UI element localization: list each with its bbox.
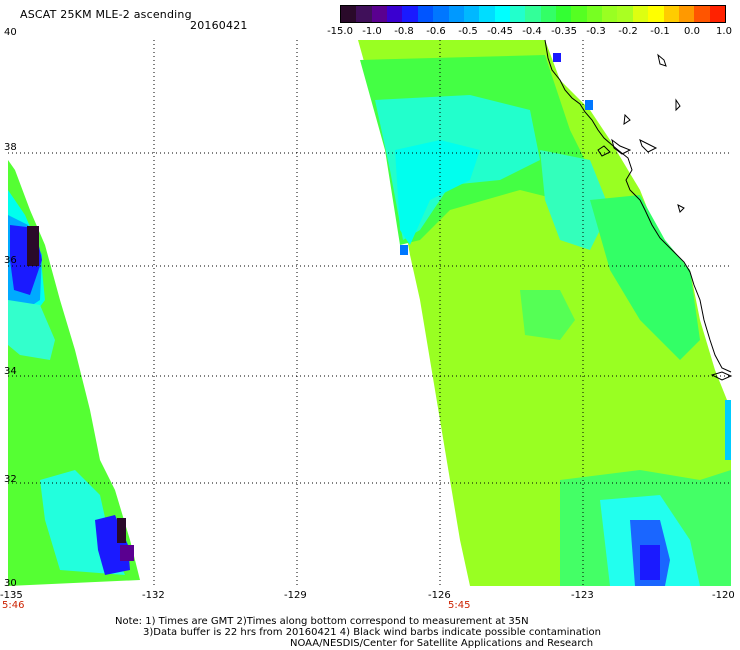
colorbar-label: -0.4 [522,26,542,37]
colorbar-swatch [556,6,572,22]
colorbar-label: -0.2 [618,26,638,37]
colorbar-swatch [417,6,434,22]
lat-label-34: 34 [4,366,17,377]
colorbar-labels: -15.0 -1.0 -0.8 -0.6 -0.5 -0.45 -0.4 -0.35 -0.3 -… [327,26,732,38]
lat-label-30: 30 [4,578,17,589]
colorbar-swatch [617,6,633,22]
note-line-2: 3)Data buffer is 22 hrs from 20160421 4)… [143,627,601,638]
lon-label-123: -123 [571,590,594,601]
colorbar-label: 1.0 [716,26,732,37]
colorbar-swatch [387,6,403,22]
colorbar-label: -0.1 [650,26,670,37]
lat-label-36: 36 [4,255,17,266]
lat-label-38: 38 [4,142,17,153]
coastal-islands [597,53,733,381]
lat-label-32: 32 [4,474,17,485]
lon-label-135: -135 [0,590,23,601]
colorbar-swatch [479,6,495,22]
colorbar [340,5,726,23]
lon-label-126: -126 [428,590,451,601]
colorbar-swatch [494,6,510,22]
product-title: ASCAT 25KM MLE-2 ascending [20,8,192,21]
colorbar-label: -0.35 [551,26,577,37]
colorbar-swatch [463,6,480,22]
colorbar-swatch [341,6,357,22]
colorbar-swatch [433,6,449,22]
right-swath [358,40,731,586]
coastline [544,39,732,373]
colorbar-swatch [525,6,541,22]
colorbar-swatch [356,6,372,22]
lon-label-132: -132 [142,590,165,601]
colorbar-swatch [586,6,603,22]
colorbar-swatch [632,6,649,22]
colorbar-swatch [402,6,418,22]
pass-time-right: 5:45 [448,600,471,611]
lon-label-120: -120 [712,590,735,601]
colorbar-label: -15.0 [327,26,353,37]
lon-label-129: -129 [284,590,307,601]
product-date: 20160421 [190,19,248,32]
colorbar-swatch [663,6,679,22]
colorbar-label: 0.0 [684,26,700,37]
colorbar-swatch [694,6,710,22]
colorbar-label: -0.3 [586,26,606,37]
colorbar-label: -0.6 [426,26,446,37]
colorbar-label: -0.5 [458,26,478,37]
colorbar-swatch [678,6,695,22]
colorbar-swatch [648,6,664,22]
colorbar-swatch [571,6,587,22]
colorbar-swatch [709,6,725,22]
colorbar-swatch [371,6,388,22]
graticule [8,40,731,586]
pass-time-left: 5:46 [2,600,25,611]
colorbar-swatch [509,6,526,22]
colorbar-label: -1.0 [362,26,382,37]
colorbar-label: -0.8 [394,26,414,37]
colorbar-swatch [602,6,618,22]
note-line-3: NOAA/NESDIS/Center for Satellite Applica… [290,638,594,649]
colorbar-swatch [540,6,557,22]
colorbar-label: -0.45 [487,26,513,37]
note-line-1: Note: 1) Times are GMT 2)Times along bot… [115,616,529,627]
lat-label-40: 40 [4,27,17,38]
colorbar-swatch [448,6,464,22]
